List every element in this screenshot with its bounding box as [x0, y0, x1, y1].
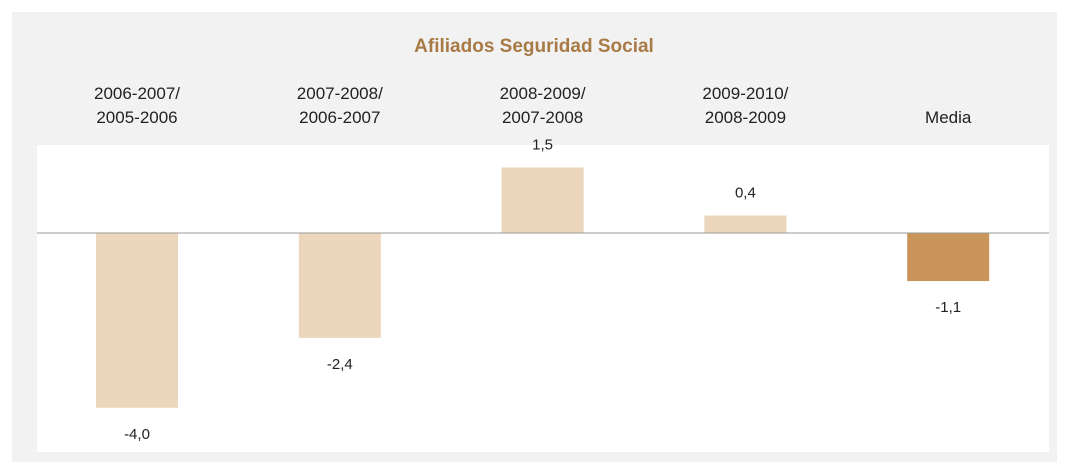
- bar: [96, 233, 178, 408]
- category-label: 2007-2008/ 2006-2007: [296, 84, 383, 127]
- value-label: -2,4: [327, 356, 353, 373]
- category-label: 2006-2007/ 2005-2006: [93, 84, 181, 127]
- bar: [298, 233, 381, 338]
- value-label: 0,4: [735, 184, 756, 201]
- value-label: 1,5: [532, 136, 553, 153]
- value-label: -4,0: [124, 426, 150, 443]
- category-label: 2009-2010/ 2008-2009: [702, 84, 789, 127]
- value-label: -1,1: [935, 299, 961, 316]
- chart-title: Afiliados Seguridad Social: [414, 36, 654, 57]
- category-label: Media: [925, 108, 972, 127]
- category-label: 2008-2009/ 2007-2008: [499, 84, 586, 127]
- bar: [907, 233, 990, 282]
- bar: [501, 167, 584, 233]
- bar: [704, 215, 787, 233]
